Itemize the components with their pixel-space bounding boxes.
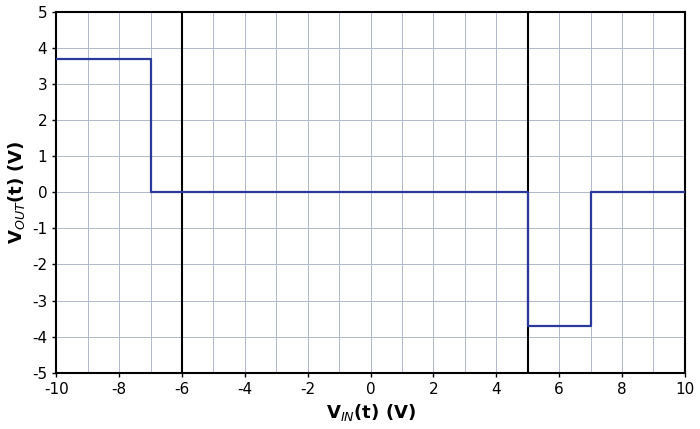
X-axis label: V$_{IN}$(t) (V): V$_{IN}$(t) (V)	[326, 402, 416, 423]
Y-axis label: V$_{OUT}$(t) (V): V$_{OUT}$(t) (V)	[6, 140, 27, 244]
